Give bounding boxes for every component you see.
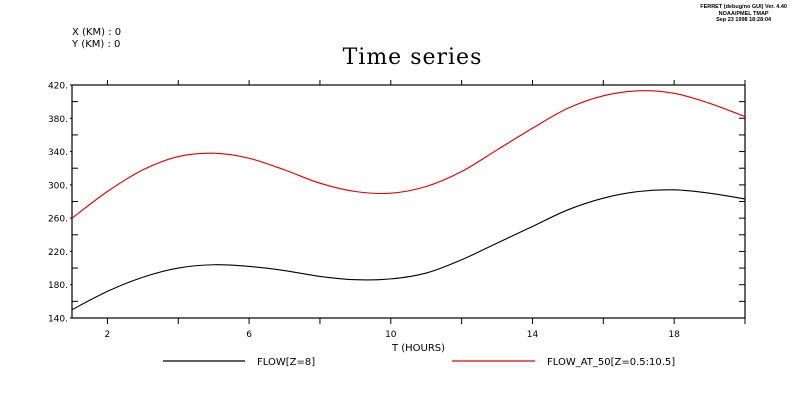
x-coordinate: X (KM) : 0	[72, 27, 122, 38]
x-axis-label: T (HOURS)	[391, 343, 445, 354]
y-coordinate: Y (KM) : 0	[72, 39, 121, 50]
x-tick-label: 18	[668, 330, 680, 340]
x-tick-label: 2	[105, 330, 111, 340]
chart-title: Time series	[342, 45, 483, 70]
y-tick-label: 260.	[48, 215, 68, 225]
y-tick-label: 420.	[48, 82, 68, 92]
header-line-1: FERRET (debug/no GUI) Ver. 4.40	[700, 4, 787, 10]
y-tick-label: 380.	[48, 115, 68, 125]
x-tick-label: 14	[527, 330, 539, 340]
x-tick-label: 6	[246, 330, 252, 340]
header-line-3: Sep 23 1998 18:28:04	[716, 17, 772, 23]
y-tick-label: 140.	[48, 315, 68, 325]
y-tick-label: 180.	[48, 281, 68, 291]
y-tick-label: 220.	[48, 248, 68, 258]
series-line-1	[71, 90, 746, 219]
y-tick-label: 300.	[48, 181, 68, 191]
x-tick-label: 10	[385, 330, 397, 340]
legend-label: FLOW_AT_50[Z=0.5:10.5]	[547, 357, 675, 368]
series-line-0	[71, 189, 746, 311]
y-tick-label: 340.	[48, 148, 68, 158]
legend-label: FLOW[Z=8]	[257, 357, 315, 368]
coordinate-labels: X (KM) : 0 Y (KM) : 0	[72, 27, 121, 51]
header-line-2: NOAA/PMEL TMAP	[718, 10, 769, 17]
ferret-header: FERRET (debug/no GUI) Ver. 4.40 NOAA/PME…	[700, 4, 787, 24]
plot-frame	[71, 84, 746, 319]
